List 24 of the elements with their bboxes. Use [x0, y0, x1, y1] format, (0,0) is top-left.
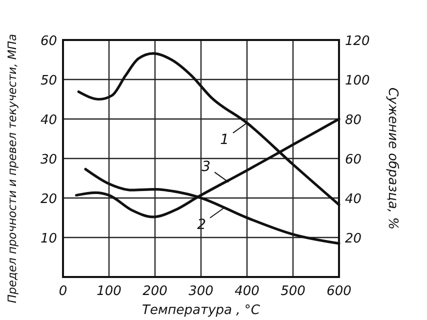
x-axis-title: Температура , °C: [142, 303, 261, 318]
y2-tick-label: 20: [345, 232, 362, 246]
x-tick-label: 300: [188, 284, 214, 299]
x-tick-label: 0: [58, 284, 68, 299]
x-tick-label: 600: [326, 284, 352, 299]
x-tick-label: 500: [280, 284, 306, 299]
y-tick-label: 40: [40, 113, 57, 128]
y-tick-label: 20: [40, 192, 57, 207]
y-tick-label: 10: [40, 232, 57, 246]
y2-tick-label: 80: [345, 113, 362, 128]
y2-axis-title: Сужение образца, %: [385, 87, 400, 230]
annotation: 1: [220, 132, 229, 148]
y-tick-label: 60: [40, 34, 57, 49]
y2-tick-label: 40: [345, 192, 362, 207]
y-tick-label: 50: [40, 74, 57, 88]
y-axis-title: Предел прочности и превел текучести, МПа: [5, 34, 19, 304]
annotation: 3: [202, 159, 211, 176]
y2-tick-label: 120: [345, 34, 370, 49]
x-tick-label: 100: [96, 284, 122, 299]
x-tick-label: 200: [142, 284, 168, 299]
x-tick-label: 400: [234, 284, 260, 299]
y2-tick-label: 60: [345, 152, 362, 168]
y-tick-label: 30: [40, 152, 57, 168]
y2-tick-label: 100: [345, 74, 370, 88]
